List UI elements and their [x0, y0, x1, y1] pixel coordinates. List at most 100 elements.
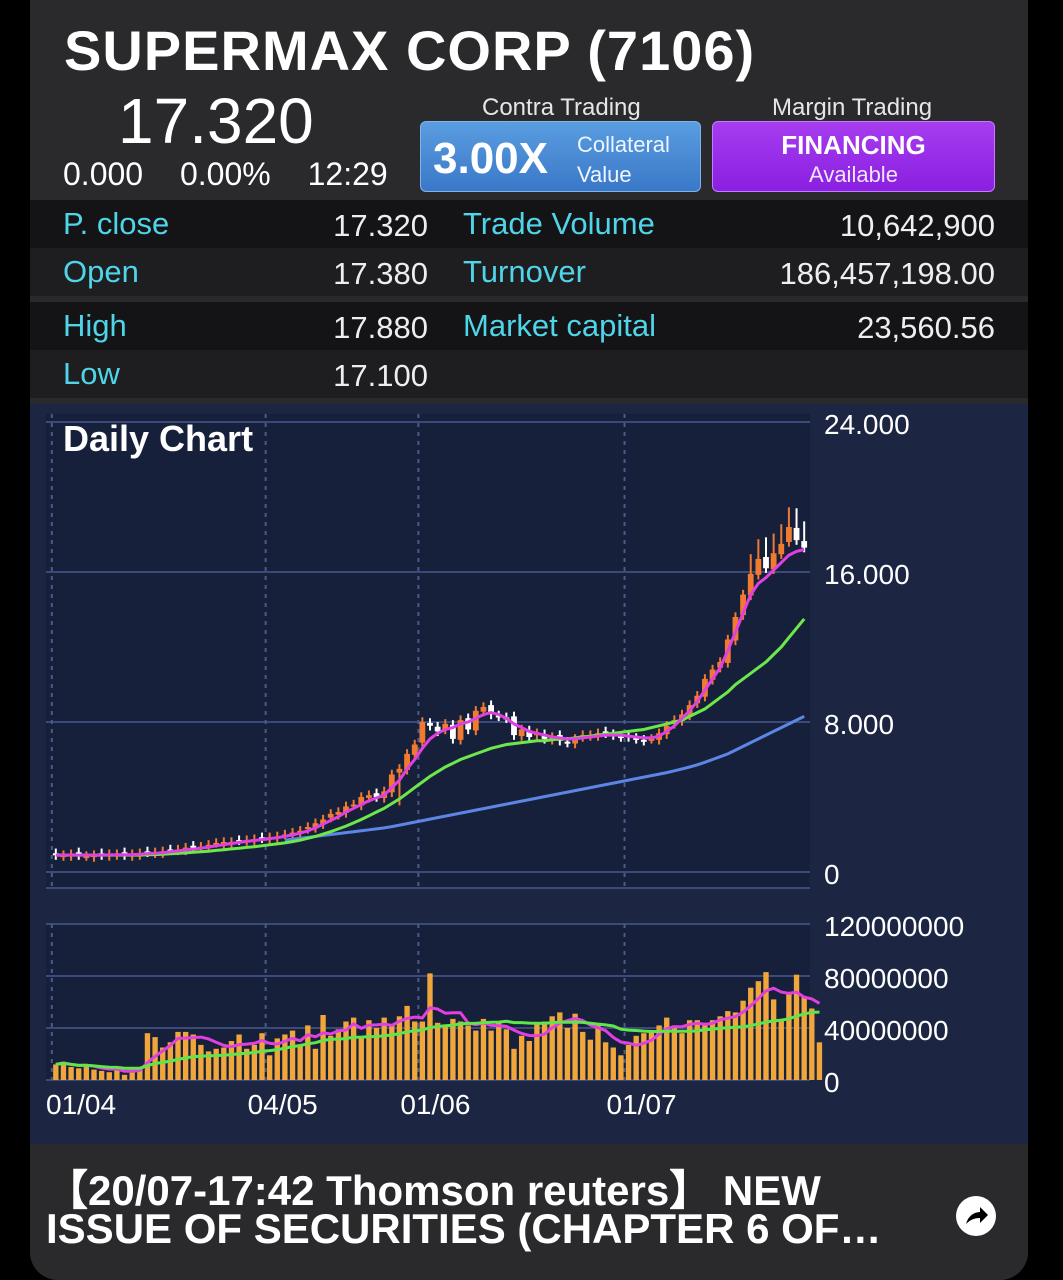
- candle-body: [450, 724, 456, 739]
- contra-trading-button[interactable]: 3.00X Collateral Value: [420, 121, 701, 192]
- volume-bar: [656, 1025, 662, 1080]
- volume-bar: [557, 1012, 563, 1080]
- candle-body: [373, 793, 380, 797]
- volume-bar: [587, 1039, 594, 1080]
- candle-body: [343, 806, 349, 813]
- volume-ma-long-line: [55, 1010, 820, 1070]
- candle-body: [411, 744, 418, 755]
- volume-bar: [259, 1033, 265, 1080]
- volume-bar: [496, 1022, 502, 1080]
- candle-body: [747, 573, 754, 596]
- high-label: High: [63, 308, 127, 343]
- volume-bar: [228, 1041, 235, 1080]
- candle-body: [358, 797, 365, 806]
- candle-body: [396, 768, 403, 773]
- market-capital-value: 23,560.56: [857, 310, 995, 345]
- volume-bar: [564, 1028, 571, 1080]
- candle-body: [778, 543, 785, 555]
- volume-bar: [793, 974, 800, 1080]
- volume-bar: [412, 1021, 418, 1080]
- price-tick-label: 16.000: [824, 559, 910, 590]
- volume-bar: [182, 1031, 189, 1080]
- news-ticker[interactable]: 【20/07-17:42 Thomson reuters】 NEW ISSUE …: [30, 1144, 1028, 1280]
- volume-bar: [274, 1038, 280, 1080]
- candle-body: [404, 753, 410, 770]
- volume-bar: [434, 1022, 441, 1080]
- candle-body: [457, 720, 464, 740]
- volume-bar: [732, 1012, 739, 1080]
- p-close-label: P. close: [63, 206, 170, 241]
- volume-bar: [770, 999, 777, 1080]
- price-panel: [46, 414, 810, 888]
- volume-bar: [366, 1020, 372, 1080]
- volume-bar: [144, 1033, 151, 1080]
- candle-body: [572, 738, 578, 744]
- volume-bar: [480, 1018, 487, 1080]
- candle-body: [633, 737, 640, 740]
- volume-bar: [328, 1035, 334, 1080]
- candle-body: [388, 774, 395, 793]
- volume-bar: [786, 994, 792, 1080]
- daily-chart-svg: 24.000 16.000 8.000 0 120000000 80000000 40000…: [46, 409, 964, 1120]
- share-arrow-icon[interactable]: [956, 1196, 996, 1236]
- volume-bar: [152, 1037, 158, 1080]
- volume-bar: [282, 1034, 288, 1080]
- p-close-value: 17.320: [333, 208, 428, 243]
- volume-bar: [137, 1067, 143, 1080]
- volume-tick-label: 120000000: [824, 911, 964, 942]
- margin-trading-label: Margin Trading: [772, 94, 933, 121]
- candle-body: [427, 722, 433, 726]
- candle-body: [709, 669, 716, 680]
- quote-header: SUPERMAX CORP (7106) 17.320 0.000 0.00% …: [30, 0, 1028, 196]
- volume-bar: [450, 1018, 456, 1080]
- volume-bar: [809, 1008, 815, 1080]
- volume-bar: [763, 972, 769, 1080]
- volume-bar: [53, 1064, 59, 1080]
- volume-bar: [76, 1068, 82, 1080]
- volume-bar: [648, 1031, 655, 1080]
- high-value: 17.880: [333, 310, 428, 345]
- candle-body: [770, 553, 777, 570]
- ma-long-line: [284, 715, 805, 842]
- candle-body: [488, 705, 494, 715]
- candle-body: [350, 804, 357, 807]
- daily-chart[interactable]: 24.000 16.000 8.000 0 120000000 80000000 40000…: [30, 404, 1028, 1144]
- volume-bar: [778, 1020, 784, 1080]
- volume-bar: [335, 1029, 342, 1080]
- candle-body: [419, 722, 426, 743]
- candle-body: [786, 527, 792, 542]
- change-row: 0.000 0.00% 12:29: [63, 156, 416, 193]
- volume-bar: [457, 1021, 464, 1080]
- candle-body: [335, 812, 342, 815]
- low-label: Low: [63, 356, 120, 391]
- volume-bar: [83, 1064, 90, 1080]
- volume-bar: [198, 1044, 204, 1080]
- volume-tick-label: 40000000: [824, 1015, 949, 1046]
- volume-bar: [266, 1055, 273, 1080]
- candle-body: [763, 557, 769, 569]
- volume-bar: [381, 1017, 387, 1080]
- price-tick-label: 24.000: [824, 409, 910, 440]
- volume-bar: [618, 1055, 624, 1080]
- volume-bar: [641, 1033, 647, 1080]
- volume-bar: [549, 1016, 555, 1080]
- date-tick-label: 01/04: [46, 1089, 116, 1120]
- volume-bar: [709, 1020, 716, 1080]
- candle-body: [511, 716, 517, 736]
- collateral-value-label: Collateral Value: [577, 132, 670, 187]
- volume-bar: [671, 1025, 678, 1080]
- volume-bar: [68, 1067, 74, 1080]
- volume-bar: [816, 1042, 823, 1080]
- open-value: 17.380: [333, 256, 428, 291]
- candle-body: [602, 731, 609, 734]
- financing-button[interactable]: FINANCING Available: [712, 121, 995, 192]
- volume-bar: [121, 1074, 128, 1080]
- volume-bar: [748, 987, 754, 1080]
- candle-body: [304, 827, 311, 829]
- candle-body: [190, 845, 197, 848]
- stock-title: SUPERMAX CORP (7106): [64, 19, 756, 82]
- news-headline: 【20/07-17:42 Thomson reuters】 NEW ISSUE …: [46, 1167, 882, 1252]
- volume-bar: [404, 1005, 410, 1080]
- volume-bar: [358, 1037, 364, 1080]
- volume-bar: [702, 1022, 708, 1080]
